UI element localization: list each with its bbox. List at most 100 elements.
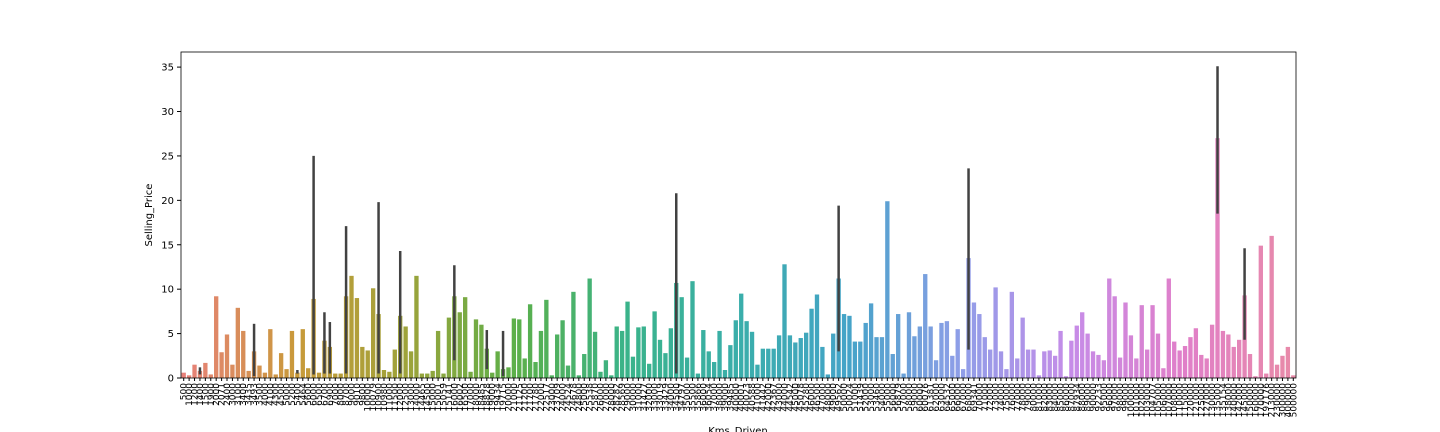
bar xyxy=(1182,346,1188,378)
bar xyxy=(609,375,614,378)
x-tick-label: 20000 xyxy=(504,383,514,412)
x-tick-label: 500 xyxy=(180,383,190,400)
x-tick-label: 4500 xyxy=(277,383,287,406)
x-tick-label: 24524 xyxy=(564,383,574,412)
bar xyxy=(522,358,527,378)
bar xyxy=(1063,376,1069,378)
x-tick-label: 50000 xyxy=(840,383,850,412)
x-tick-label: 100000 xyxy=(1127,383,1137,418)
x-tick-label: 15000 xyxy=(429,383,439,412)
bar xyxy=(527,304,533,378)
x-tick-label: 5200 xyxy=(288,383,298,406)
bar xyxy=(1101,360,1107,378)
x-tick-label: 11000 xyxy=(385,383,395,412)
x-tick-label: 95000 xyxy=(1100,383,1110,412)
x-tick-label: 28000 xyxy=(607,383,617,412)
x-tick-label: 15059 xyxy=(440,383,450,412)
x-tick-label: 53460 xyxy=(873,383,883,412)
bar xyxy=(555,334,560,378)
x-tick-label: 50024 xyxy=(845,383,855,412)
x-tick-label: 81000 xyxy=(1035,383,1045,412)
bar xyxy=(841,314,847,378)
bar xyxy=(565,365,571,378)
x-tick-label: 19434 xyxy=(494,383,504,412)
x-tick-label: 102000 xyxy=(1138,383,1148,418)
x-tick-label: 13000 xyxy=(407,383,417,412)
bar xyxy=(549,375,554,378)
bar xyxy=(246,370,251,378)
x-tick-label: 77000 xyxy=(1013,383,1023,412)
bar xyxy=(831,333,836,378)
x-tick-label: 23709 xyxy=(553,383,563,412)
x-tick-label: 34500 xyxy=(672,383,682,412)
bar xyxy=(1237,339,1242,378)
bar xyxy=(1042,351,1047,378)
x-tick-label: 9800 xyxy=(358,383,368,406)
x-tick-label: 1500 xyxy=(201,383,211,406)
bar xyxy=(641,326,646,378)
x-tick-label: 400000 xyxy=(1284,383,1294,418)
x-tick-label: 40588 xyxy=(748,383,758,412)
bar xyxy=(717,330,722,378)
x-tick-label: 24678 xyxy=(569,383,579,412)
x-tick-label: 19000 xyxy=(488,383,498,412)
bar xyxy=(1193,328,1199,378)
x-tick-label: 5000 xyxy=(283,383,293,406)
x-tick-label: 33000 xyxy=(651,383,661,412)
bar xyxy=(560,320,565,378)
x-tick-label: 27000 xyxy=(602,383,612,412)
x-tick-label: 34797 xyxy=(678,383,688,412)
bar xyxy=(885,201,890,378)
bar xyxy=(711,362,717,378)
bar xyxy=(262,372,268,378)
x-tick-label: 36000 xyxy=(699,383,709,412)
x-tick-label: 17000 xyxy=(467,383,477,412)
x-tick-label: 7000 xyxy=(331,383,341,406)
x-tick-label: 90000 xyxy=(1089,383,1099,412)
bar xyxy=(619,330,625,378)
bar xyxy=(1280,355,1285,378)
x-tick-label: 10900 xyxy=(375,383,385,412)
x-tick-label: 1900 xyxy=(207,383,217,406)
bar xyxy=(614,326,619,378)
bar xyxy=(208,374,213,378)
bar xyxy=(1128,335,1134,378)
bar xyxy=(1177,350,1182,378)
bar xyxy=(1112,296,1117,378)
x-tick-label: 51000 xyxy=(851,383,861,412)
x-tick-label: 33429 xyxy=(661,383,671,412)
bar xyxy=(1134,358,1139,378)
x-tick-label: 21780 xyxy=(532,383,542,412)
x-tick-label: 40000 xyxy=(732,383,742,412)
x-tick-label: 4300 xyxy=(272,383,282,406)
bar xyxy=(906,312,912,378)
x-tick-label: 21700 xyxy=(526,383,536,412)
x-tick-label: 3500 xyxy=(255,383,265,406)
bar xyxy=(1150,305,1155,378)
bar xyxy=(1123,302,1128,378)
x-tick-label: 64532 xyxy=(943,383,953,412)
x-tick-label: 72000 xyxy=(986,383,996,412)
x-tick-label: 6700 xyxy=(320,383,330,406)
bar xyxy=(592,331,598,378)
x-tick-label: 15001 xyxy=(434,383,444,412)
x-tick-label: 40001 xyxy=(737,383,747,412)
bar xyxy=(950,355,955,378)
bar xyxy=(273,374,278,378)
x-tick-label: 19715 xyxy=(499,383,509,412)
bar xyxy=(766,348,771,378)
x-tick-label: 24800 xyxy=(575,383,585,412)
bar xyxy=(495,351,500,378)
bar xyxy=(230,364,235,378)
x-tick-label: 1200 xyxy=(191,383,201,406)
bar xyxy=(1047,350,1052,378)
x-tick-label: 75000 xyxy=(1002,383,1012,412)
bar xyxy=(988,349,993,378)
bar xyxy=(316,372,322,378)
bar xyxy=(603,360,609,378)
x-tick-label: 14500 xyxy=(423,383,433,412)
x-tick-label: 79000 xyxy=(1024,383,1034,412)
y-tick-label: 35 xyxy=(161,63,174,74)
x-tick-label: 125000 xyxy=(1197,383,1207,418)
x-tick-label: 85000 xyxy=(1057,383,1067,412)
